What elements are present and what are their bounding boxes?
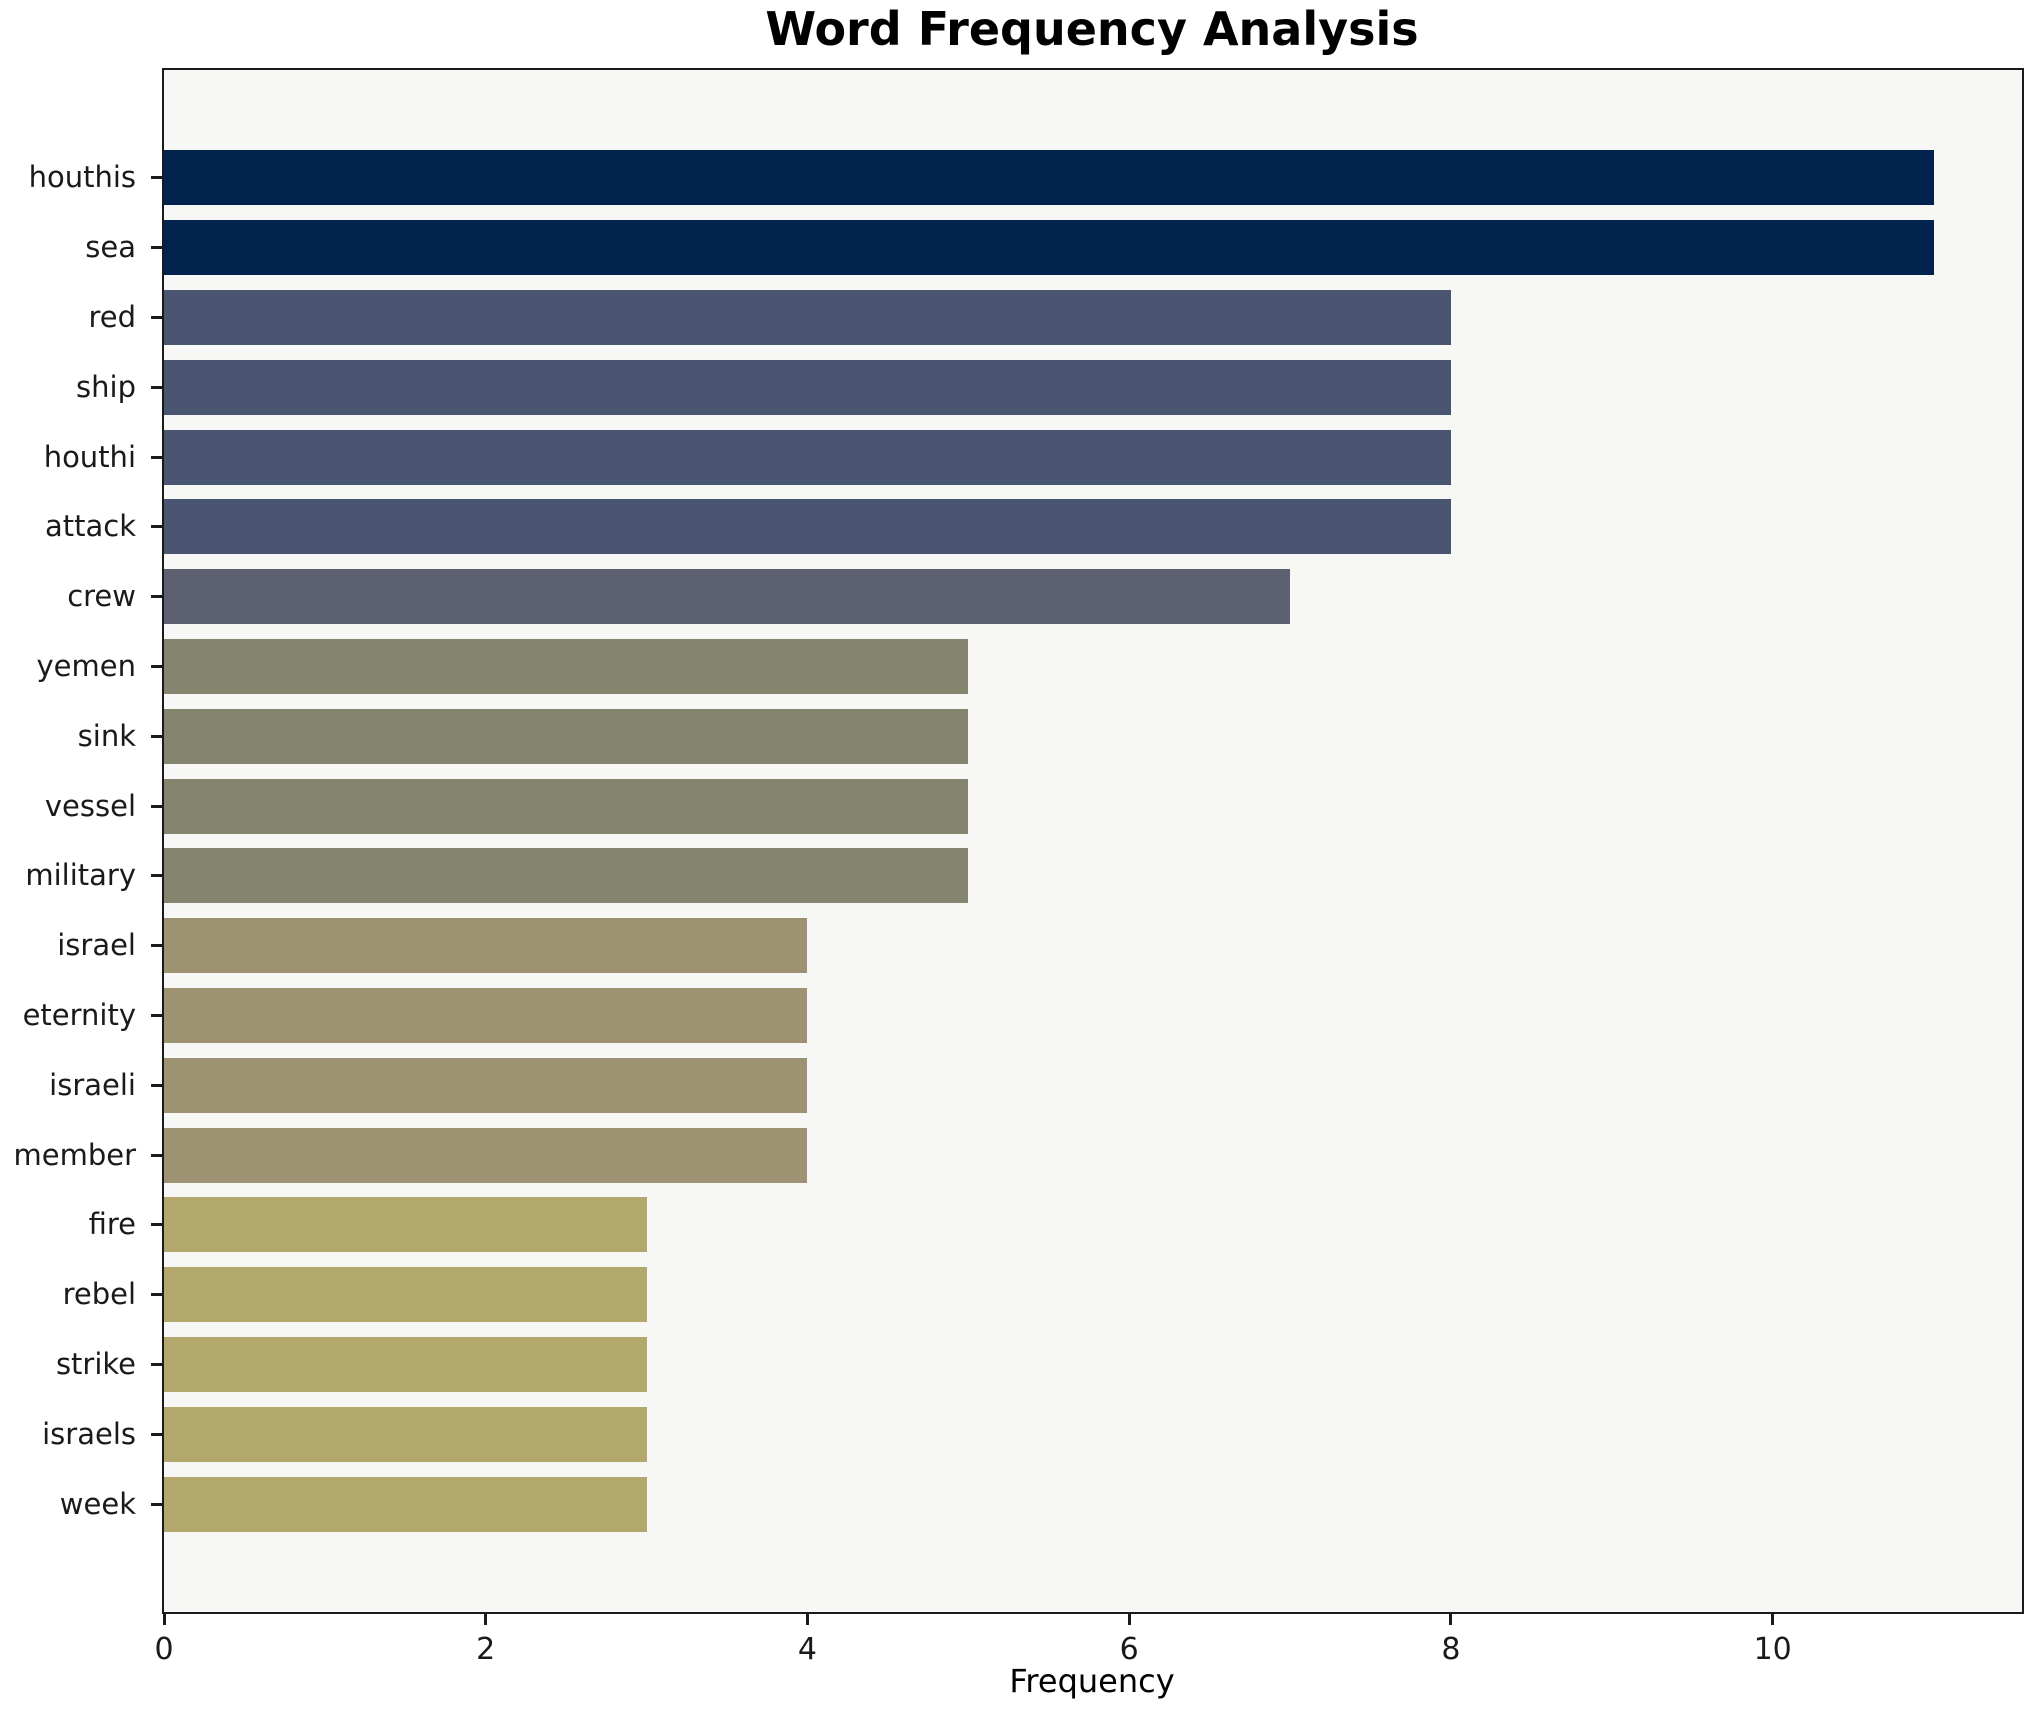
bar-israel: [164, 918, 808, 974]
y-tick-label-sink: sink: [77, 718, 136, 753]
y-tick-mark: [151, 595, 162, 599]
y-tick-label-israels: israels: [42, 1416, 136, 1451]
y-tick-label-rebel: rebel: [62, 1277, 136, 1312]
y-tick-mark: [151, 1293, 162, 1297]
bar-strike: [164, 1337, 647, 1392]
x-tick-label-6: 6: [1119, 1632, 1139, 1667]
x-tick-mark: [484, 1614, 488, 1625]
bar-member: [164, 1127, 808, 1183]
y-tick-label-sea: sea: [85, 230, 136, 265]
y-tick-mark: [151, 944, 162, 948]
bar-crew: [164, 569, 1291, 625]
chart-title: Word Frequency Analysis: [765, 2, 1419, 56]
x-tick-mark: [805, 1614, 809, 1625]
y-tick-mark: [151, 455, 162, 459]
x-tick-mark: [162, 1614, 166, 1625]
bar-ship: [164, 359, 1451, 415]
x-tick-mark: [1449, 1614, 1453, 1625]
y-tick-label-member: member: [13, 1137, 136, 1172]
y-tick-mark: [151, 385, 162, 389]
y-tick-mark: [151, 1502, 162, 1506]
y-tick-label-fire: fire: [88, 1207, 136, 1242]
y-tick-mark: [151, 1153, 162, 1157]
x-tick-mark: [1127, 1614, 1131, 1625]
bar-attack: [164, 499, 1451, 555]
y-tick-mark: [151, 1014, 162, 1017]
x-tick-label-4: 4: [797, 1632, 817, 1667]
bar-red: [164, 290, 1451, 345]
bar-israeli: [164, 1057, 808, 1113]
y-tick-label-houthi: houthi: [43, 439, 136, 474]
y-tick-mark: [151, 525, 162, 529]
y-tick-mark: [151, 316, 162, 319]
y-tick-mark: [151, 1363, 162, 1366]
bar-week: [164, 1476, 647, 1532]
bar-israels: [164, 1406, 647, 1462]
x-tick-label-0: 0: [154, 1632, 174, 1667]
y-tick-mark: [151, 874, 162, 878]
bar-eternity: [164, 988, 808, 1043]
y-tick-mark: [151, 1223, 162, 1227]
y-tick-label-attack: attack: [44, 509, 136, 544]
y-tick-label-houthis: houthis: [28, 160, 136, 195]
y-tick-label-eternity: eternity: [22, 998, 136, 1032]
y-tick-label-strike: strike: [55, 1347, 136, 1381]
x-tick-label-8: 8: [1441, 1632, 1461, 1667]
y-tick-label-week: week: [59, 1486, 136, 1521]
bar-houthi: [164, 429, 1451, 485]
y-tick-label-red: red: [88, 300, 136, 334]
y-tick-label-crew: crew: [67, 579, 136, 614]
y-tick-label-ship: ship: [76, 369, 136, 404]
x-tick-label-10: 10: [1753, 1632, 1792, 1667]
bar-vessel: [164, 778, 969, 834]
y-tick-label-israeli: israeli: [49, 1067, 136, 1102]
x-tick-mark: [1771, 1614, 1775, 1625]
bar-houthis: [164, 150, 1934, 206]
bar-military: [164, 848, 969, 904]
x-axis-label: Frequency: [1009, 1662, 1175, 1700]
y-tick-label-yemen: yemen: [36, 649, 136, 683]
bar-yemen: [164, 639, 969, 694]
x-tick-label-2: 2: [476, 1632, 496, 1667]
y-tick-mark: [151, 665, 162, 668]
bar-fire: [164, 1197, 647, 1253]
y-tick-mark: [151, 734, 162, 738]
y-tick-label-military: military: [25, 858, 136, 893]
y-tick-mark: [151, 804, 162, 808]
bar-sea: [164, 220, 1934, 276]
y-tick-mark: [151, 1083, 162, 1087]
y-tick-mark: [151, 246, 162, 250]
y-tick-label-vessel: vessel: [44, 788, 136, 823]
y-tick-mark: [151, 1432, 162, 1436]
bar-sink: [164, 708, 969, 764]
y-tick-mark: [151, 176, 162, 180]
y-tick-label-israel: israel: [57, 928, 136, 963]
bar-rebel: [164, 1267, 647, 1323]
